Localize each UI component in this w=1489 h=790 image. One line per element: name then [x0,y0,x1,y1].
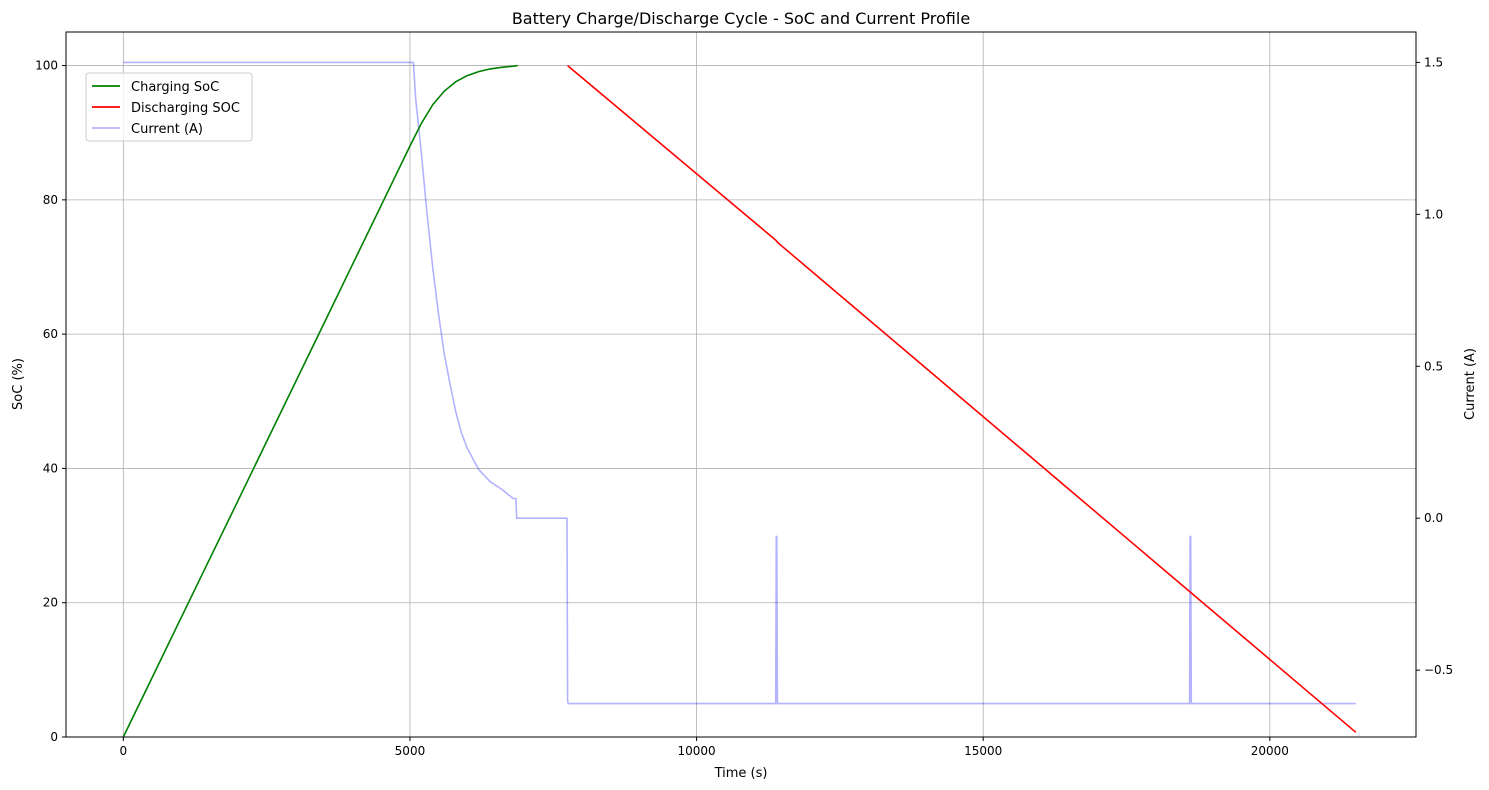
y2-tick-label: 0.5 [1424,359,1443,373]
legend-label: Current (A) [131,122,203,137]
legend-box [85,72,253,142]
x-axis-label: Time (s) [714,766,768,781]
x-tick-label: 5000 [395,744,426,758]
y-tick-label: 0 [50,730,58,744]
legend-label: Discharging SOC [131,101,240,116]
legend-label: Charging SoC [131,80,219,95]
x-axis-ticks: 0 5000 10000 15000 20000 [120,737,1289,758]
x-tick-label: 10000 [677,744,715,758]
series-line-0 [122,64,518,738]
y-tick-label: 100 [35,59,58,73]
x-tick-label: 15000 [964,744,1002,758]
y-tick-label: 40 [43,461,58,475]
plot-series [122,61,1357,738]
y-tick-label: 60 [43,327,58,341]
y-axis-label: SoC (%) [11,358,26,410]
y2-axis-label: Current (A) [1463,348,1478,420]
y2-tick-label: −0.5 [1424,663,1453,677]
chart-title: Battery Charge/Discharge Cycle - SoC and… [512,9,970,28]
y2-axis-ticks: −0.5 0.0 0.5 1.0 1.5 [1416,55,1453,677]
y-tick-label: 80 [43,193,58,207]
series-line-2 [123,61,1356,705]
legend: Charging SoC Discharging SOC Current (A) [85,72,253,142]
y2-tick-label: 0.0 [1424,511,1443,525]
x-tick-label: 20000 [1251,744,1289,758]
series-line-1 [567,64,1357,733]
y2-tick-label: 1.0 [1424,207,1443,221]
y2-tick-label: 1.5 [1424,55,1443,69]
y-tick-label: 20 [43,596,58,610]
grid [66,32,1416,738]
plot-frame [65,31,1417,738]
x-tick-label: 0 [120,744,128,758]
y-axis-ticks: 0 20 40 60 80 100 [35,59,66,744]
